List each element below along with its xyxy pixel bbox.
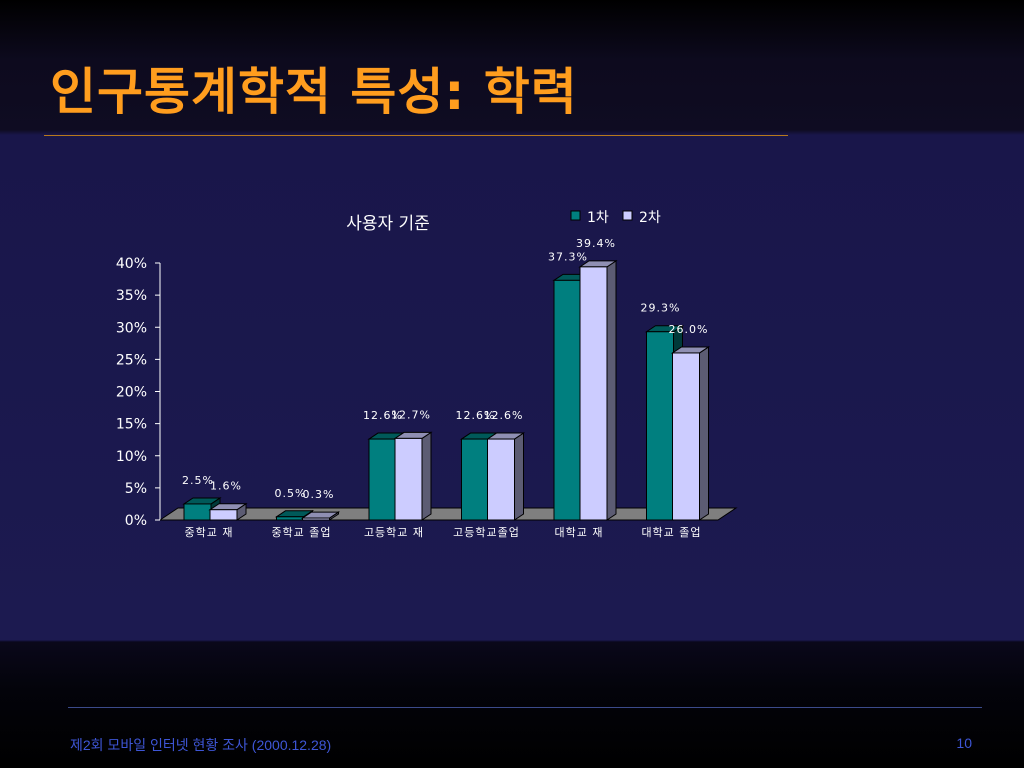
data-label: 12.6% [456, 409, 496, 422]
data-label: 12.7% [391, 408, 431, 421]
data-label: 29.3% [641, 302, 681, 315]
data-label: 12.6% [363, 409, 403, 422]
category-label: 고등학교졸업 [453, 526, 520, 539]
bar-2-5 [578, 259, 618, 521]
legend-swatch-2 [622, 210, 633, 221]
bar-front [368, 438, 397, 521]
y-tick-label: 5% [125, 481, 147, 497]
bar-front [394, 437, 423, 521]
category-label: 중학교 졸업 [271, 526, 331, 539]
slide-title: 인구통계학적 특성: 학력 [50, 63, 578, 121]
bar-front [461, 438, 489, 521]
data-label: 2.5% [182, 474, 214, 487]
data-label: 37.3% [548, 250, 588, 263]
bar-2-6 [670, 346, 711, 521]
bar-front [553, 279, 582, 521]
footer-text: 제2회 모바일 인터넷 현황 조사 (2000.12.28) [70, 737, 332, 753]
legend-swatch-1 [570, 210, 581, 221]
bar-front [672, 352, 700, 521]
y-tick-label: 25% [116, 352, 147, 368]
bar-front [646, 331, 674, 521]
bar-side [421, 431, 432, 521]
chart-title: 사용자 기준 [346, 214, 430, 234]
bar-front [209, 509, 238, 521]
y-tick-label: 10% [116, 449, 147, 465]
y-tick-label: 40% [116, 256, 147, 272]
bar-front [183, 503, 212, 521]
y-tick-label: 15% [116, 417, 147, 433]
bar-2-4 [485, 432, 526, 521]
category-label: 고등학교 재 [364, 526, 424, 539]
bar-front [487, 438, 515, 521]
bar-1-2 [274, 509, 315, 521]
footer-divider [68, 707, 982, 708]
bar-2-3 [393, 431, 433, 521]
bar-side [606, 259, 617, 521]
data-label: 1.6% [210, 480, 242, 493]
page-number: 10 [956, 735, 972, 751]
legend-label-2: 2차 [639, 210, 661, 226]
bar-front [276, 516, 304, 521]
data-label: 0.5% [275, 487, 307, 500]
y-tick-label: 35% [116, 288, 147, 304]
data-label: 39.4% [576, 237, 616, 250]
bar-2-1 [208, 502, 248, 521]
y-tick-label: 0% [125, 513, 147, 529]
bar-2-2 [300, 511, 341, 521]
data-label: 12.6% [484, 409, 524, 422]
legend-label-1: 1차 [587, 210, 609, 226]
data-label: 26.0% [669, 323, 709, 336]
category-label: 중학교 재 [185, 526, 234, 539]
bar-front [579, 266, 608, 521]
bar-front [302, 517, 330, 521]
bar-side [699, 346, 709, 521]
title-divider [44, 135, 788, 136]
y-tick-label: 30% [116, 320, 147, 336]
y-tick-label: 20% [116, 385, 147, 401]
category-label: 대학교 졸업 [641, 526, 701, 539]
bar-side [514, 432, 524, 521]
data-label: 0.3% [303, 488, 335, 501]
category-label: 대학교 재 [555, 526, 604, 539]
